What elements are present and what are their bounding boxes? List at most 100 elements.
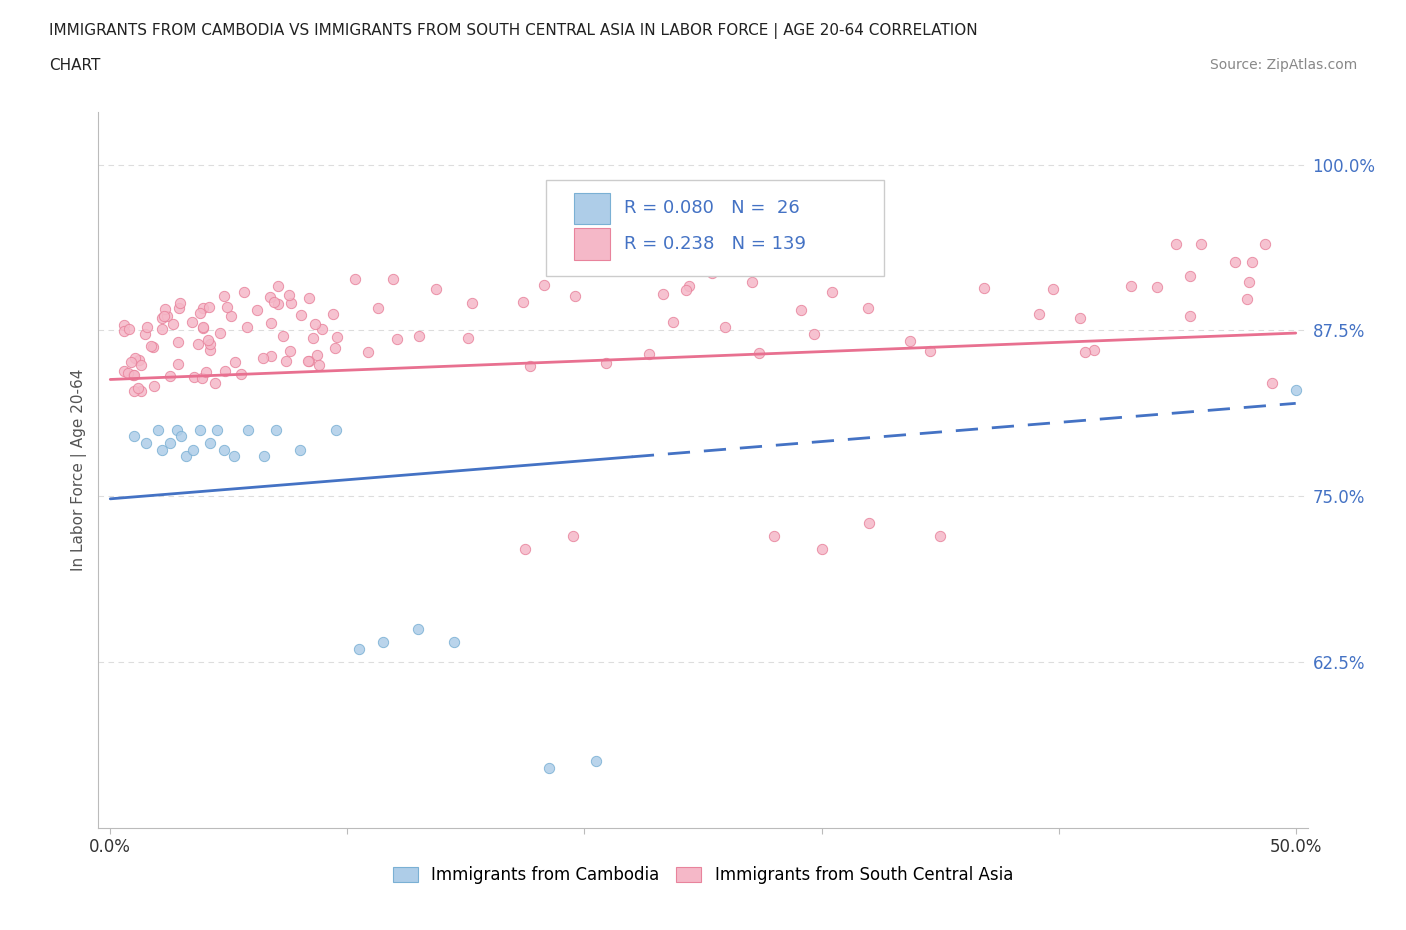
Point bbox=[1189, 237, 1212, 252]
Point bbox=[599, 255, 621, 270]
Point bbox=[215, 299, 238, 314]
Point bbox=[209, 326, 232, 340]
Point bbox=[519, 358, 541, 373]
Point bbox=[1074, 345, 1097, 360]
Point bbox=[260, 349, 283, 364]
Point bbox=[155, 301, 177, 316]
Point bbox=[741, 274, 763, 289]
Point bbox=[159, 435, 181, 450]
Point bbox=[973, 280, 995, 295]
Point bbox=[408, 621, 430, 636]
FancyBboxPatch shape bbox=[574, 229, 610, 259]
Point bbox=[120, 354, 142, 369]
Point bbox=[460, 296, 482, 311]
Point bbox=[194, 365, 217, 379]
Point bbox=[690, 256, 713, 271]
Point bbox=[702, 265, 724, 280]
Point bbox=[290, 308, 312, 323]
Point bbox=[183, 369, 205, 384]
Point bbox=[1180, 268, 1202, 283]
Point bbox=[1119, 279, 1142, 294]
Point bbox=[197, 299, 219, 314]
Point bbox=[150, 311, 173, 325]
Point bbox=[856, 301, 879, 316]
Point bbox=[246, 302, 269, 317]
Text: Source: ZipAtlas.com: Source: ZipAtlas.com bbox=[1209, 58, 1357, 72]
Point bbox=[1028, 307, 1050, 322]
Point bbox=[162, 316, 184, 331]
Point bbox=[714, 319, 737, 334]
Point bbox=[191, 320, 214, 335]
Point bbox=[152, 443, 174, 458]
Point bbox=[367, 300, 389, 315]
Point bbox=[1237, 274, 1260, 289]
Point bbox=[308, 358, 330, 373]
Point bbox=[166, 422, 188, 437]
Point bbox=[112, 364, 135, 379]
Point bbox=[236, 320, 259, 335]
Point bbox=[512, 295, 534, 310]
Point bbox=[325, 422, 347, 437]
Point bbox=[425, 282, 447, 297]
Point bbox=[267, 279, 290, 294]
FancyBboxPatch shape bbox=[546, 179, 884, 276]
Point bbox=[561, 528, 583, 543]
Point bbox=[198, 435, 221, 450]
Point bbox=[159, 369, 181, 384]
Point bbox=[675, 283, 697, 298]
Point bbox=[135, 320, 157, 335]
Point bbox=[803, 326, 825, 341]
Point bbox=[408, 329, 430, 344]
Point bbox=[1083, 342, 1105, 357]
Point bbox=[898, 334, 921, 349]
Point bbox=[142, 339, 165, 354]
Point bbox=[515, 542, 537, 557]
Point bbox=[929, 528, 952, 543]
Point bbox=[371, 634, 394, 649]
Point bbox=[651, 287, 673, 302]
Point bbox=[564, 288, 586, 303]
Point bbox=[193, 300, 215, 315]
Point bbox=[153, 309, 176, 324]
Point bbox=[278, 344, 301, 359]
Point bbox=[187, 337, 209, 352]
Point bbox=[236, 422, 259, 437]
Point bbox=[1261, 376, 1284, 391]
Point bbox=[728, 259, 751, 273]
Point bbox=[858, 515, 880, 530]
Point bbox=[1236, 292, 1258, 307]
Point bbox=[169, 296, 191, 311]
Y-axis label: In Labor Force | Age 20-64: In Labor Force | Age 20-64 bbox=[72, 368, 87, 571]
Point bbox=[763, 528, 786, 543]
Point bbox=[214, 364, 236, 379]
Point bbox=[204, 376, 226, 391]
Point bbox=[219, 309, 242, 324]
Point bbox=[852, 249, 875, 264]
Point bbox=[191, 371, 214, 386]
Point bbox=[678, 279, 700, 294]
Point bbox=[1178, 308, 1201, 323]
Point bbox=[229, 366, 252, 381]
Point bbox=[1042, 281, 1064, 296]
Point bbox=[323, 340, 346, 355]
Point bbox=[385, 332, 408, 347]
Point bbox=[253, 449, 276, 464]
Text: IMMIGRANTS FROM CAMBODIA VS IMMIGRANTS FROM SOUTH CENTRAL ASIA IN LABOR FORCE | : IMMIGRANTS FROM CAMBODIA VS IMMIGRANTS F… bbox=[49, 23, 977, 39]
Point bbox=[252, 351, 274, 365]
Point bbox=[585, 754, 607, 769]
Point bbox=[311, 322, 333, 337]
Point bbox=[152, 322, 174, 337]
Point bbox=[533, 278, 555, 293]
Point bbox=[129, 357, 152, 372]
Point bbox=[118, 322, 141, 337]
Point bbox=[748, 345, 770, 360]
Point bbox=[263, 295, 285, 310]
Point bbox=[288, 443, 311, 458]
Text: R = 0.238   N = 139: R = 0.238 N = 139 bbox=[624, 235, 807, 253]
Point bbox=[637, 346, 659, 361]
Point bbox=[274, 353, 297, 368]
Point bbox=[224, 354, 246, 369]
Point bbox=[267, 297, 290, 312]
Point bbox=[326, 329, 349, 344]
Point bbox=[278, 288, 301, 303]
